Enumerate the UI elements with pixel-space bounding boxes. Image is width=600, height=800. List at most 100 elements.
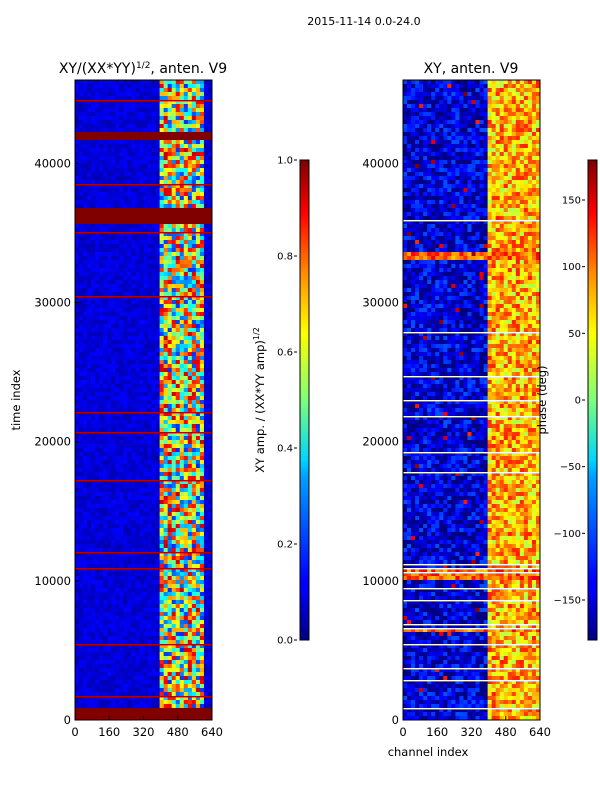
- heatmap-cell: [123, 296, 128, 301]
- heatmap-cell: [151, 472, 156, 477]
- heatmap-cell: [199, 572, 205, 577]
- heatmap-cell: [147, 444, 152, 449]
- heatmap-cell: [131, 388, 136, 393]
- heatmap-cell: [199, 108, 205, 113]
- heatmap-cell: [111, 216, 116, 221]
- heatmap-cell: [199, 200, 205, 205]
- heatmap-cell: [135, 152, 140, 157]
- heatmap-cell: [103, 120, 108, 125]
- heatmap-cell: [167, 436, 173, 441]
- heatmap-cell: [151, 612, 156, 617]
- heatmap-cell: [127, 588, 132, 593]
- heatmap-cell: [103, 356, 108, 361]
- heatmap-cell: [151, 372, 156, 377]
- heatmap-cell: [183, 568, 189, 573]
- heatmap-cell: [203, 140, 209, 145]
- heatmap-cell: [91, 188, 96, 193]
- heatmap-cell: [163, 256, 169, 261]
- heatmap-cell: [147, 256, 152, 261]
- heatmap-cell: [159, 240, 165, 245]
- heatmap-cell: [187, 452, 193, 457]
- heatmap-cell: [199, 168, 205, 173]
- heatmap-cell: [191, 168, 197, 173]
- heatmap-cell: [135, 564, 140, 569]
- heatmap-cell: [143, 536, 148, 541]
- heatmap-cell: [87, 412, 92, 417]
- heatmap-cell: [207, 460, 213, 465]
- heatmap-cell: [167, 532, 173, 537]
- heatmap-cell: [135, 384, 140, 389]
- heatmap-cell: [123, 536, 128, 541]
- heatmap-cell: [175, 148, 181, 153]
- heatmap-cell: [195, 356, 201, 361]
- heatmap-cell: [163, 288, 169, 293]
- heatmap-cell: [199, 280, 205, 285]
- heatmap-cell: [195, 412, 201, 417]
- heatmap-cell: [107, 628, 112, 633]
- heatmap-cell: [195, 160, 201, 165]
- heatmap-cell: [83, 648, 88, 653]
- heatmap-cell: [111, 140, 116, 145]
- heatmap-cell: [127, 336, 132, 341]
- heatmap-cell: [87, 416, 92, 421]
- heatmap-cell: [139, 640, 144, 645]
- heatmap-cell: [91, 660, 96, 665]
- heatmap-cell: [119, 544, 124, 549]
- heatmap-cell: [195, 508, 201, 513]
- heatmap-cell: [159, 596, 165, 601]
- heatmap-cell: [75, 96, 80, 101]
- heatmap-cell: [163, 300, 169, 305]
- heatmap-cell: [207, 268, 213, 273]
- heatmap-cell: [151, 616, 156, 621]
- heatmap-cell: [175, 84, 181, 89]
- heatmap-cell: [171, 656, 177, 661]
- heatmap-cell: [187, 428, 193, 433]
- heatmap-cell: [191, 108, 197, 113]
- heatmap-cell: [207, 180, 213, 185]
- heatmap-cell: [107, 648, 112, 653]
- heatmap-cell: [207, 372, 213, 377]
- heatmap-cell: [143, 620, 148, 625]
- heatmap-cell: [195, 568, 201, 573]
- heatmap-cell: [167, 564, 173, 569]
- heatmap-cell: [139, 288, 144, 293]
- heatmap-cell: [191, 280, 197, 285]
- heatmap-cell: [139, 84, 144, 89]
- heatmap-cell: [151, 124, 156, 129]
- heatmap-cell: [203, 216, 209, 221]
- heatmap-cell: [127, 428, 132, 433]
- heatmap-cell: [167, 620, 173, 625]
- heatmap-cell: [179, 512, 185, 517]
- heatmap-cell: [131, 376, 136, 381]
- heatmap-cell: [139, 476, 144, 481]
- heatmap-cell: [179, 448, 185, 453]
- heatmap-cell: [103, 388, 108, 393]
- heatmap-cell: [187, 472, 193, 477]
- heatmap-cell: [199, 92, 205, 97]
- heatmap-cell: [83, 524, 88, 529]
- heatmap-cell: [123, 648, 128, 653]
- heatmap-cell: [87, 404, 92, 409]
- heatmap-cell: [83, 444, 88, 449]
- heatmap-cell: [151, 540, 156, 545]
- heatmap-cell: [203, 320, 209, 325]
- heatmap-cell: [75, 368, 80, 373]
- heatmap-cell: [83, 360, 88, 365]
- heatmap-cell: [95, 532, 100, 537]
- heatmap-cell: [191, 292, 197, 297]
- heatmap-cell: [107, 364, 112, 369]
- heatmap-cell: [151, 284, 156, 289]
- heatmap-cell: [123, 268, 128, 273]
- heatmap-cell: [207, 432, 213, 437]
- heatmap-cell: [131, 580, 136, 585]
- heatmap-cell: [191, 504, 197, 509]
- heatmap-cell: [191, 172, 197, 177]
- heatmap-cell: [79, 552, 84, 557]
- heatmap-cell: [107, 532, 112, 537]
- heatmap-cell: [155, 224, 161, 229]
- heatmap-cell: [135, 540, 140, 545]
- heatmap-cell: [87, 212, 92, 217]
- heatmap-cell: [143, 220, 148, 225]
- heatmap-cell: [167, 512, 173, 517]
- heatmap-cell: [103, 576, 108, 581]
